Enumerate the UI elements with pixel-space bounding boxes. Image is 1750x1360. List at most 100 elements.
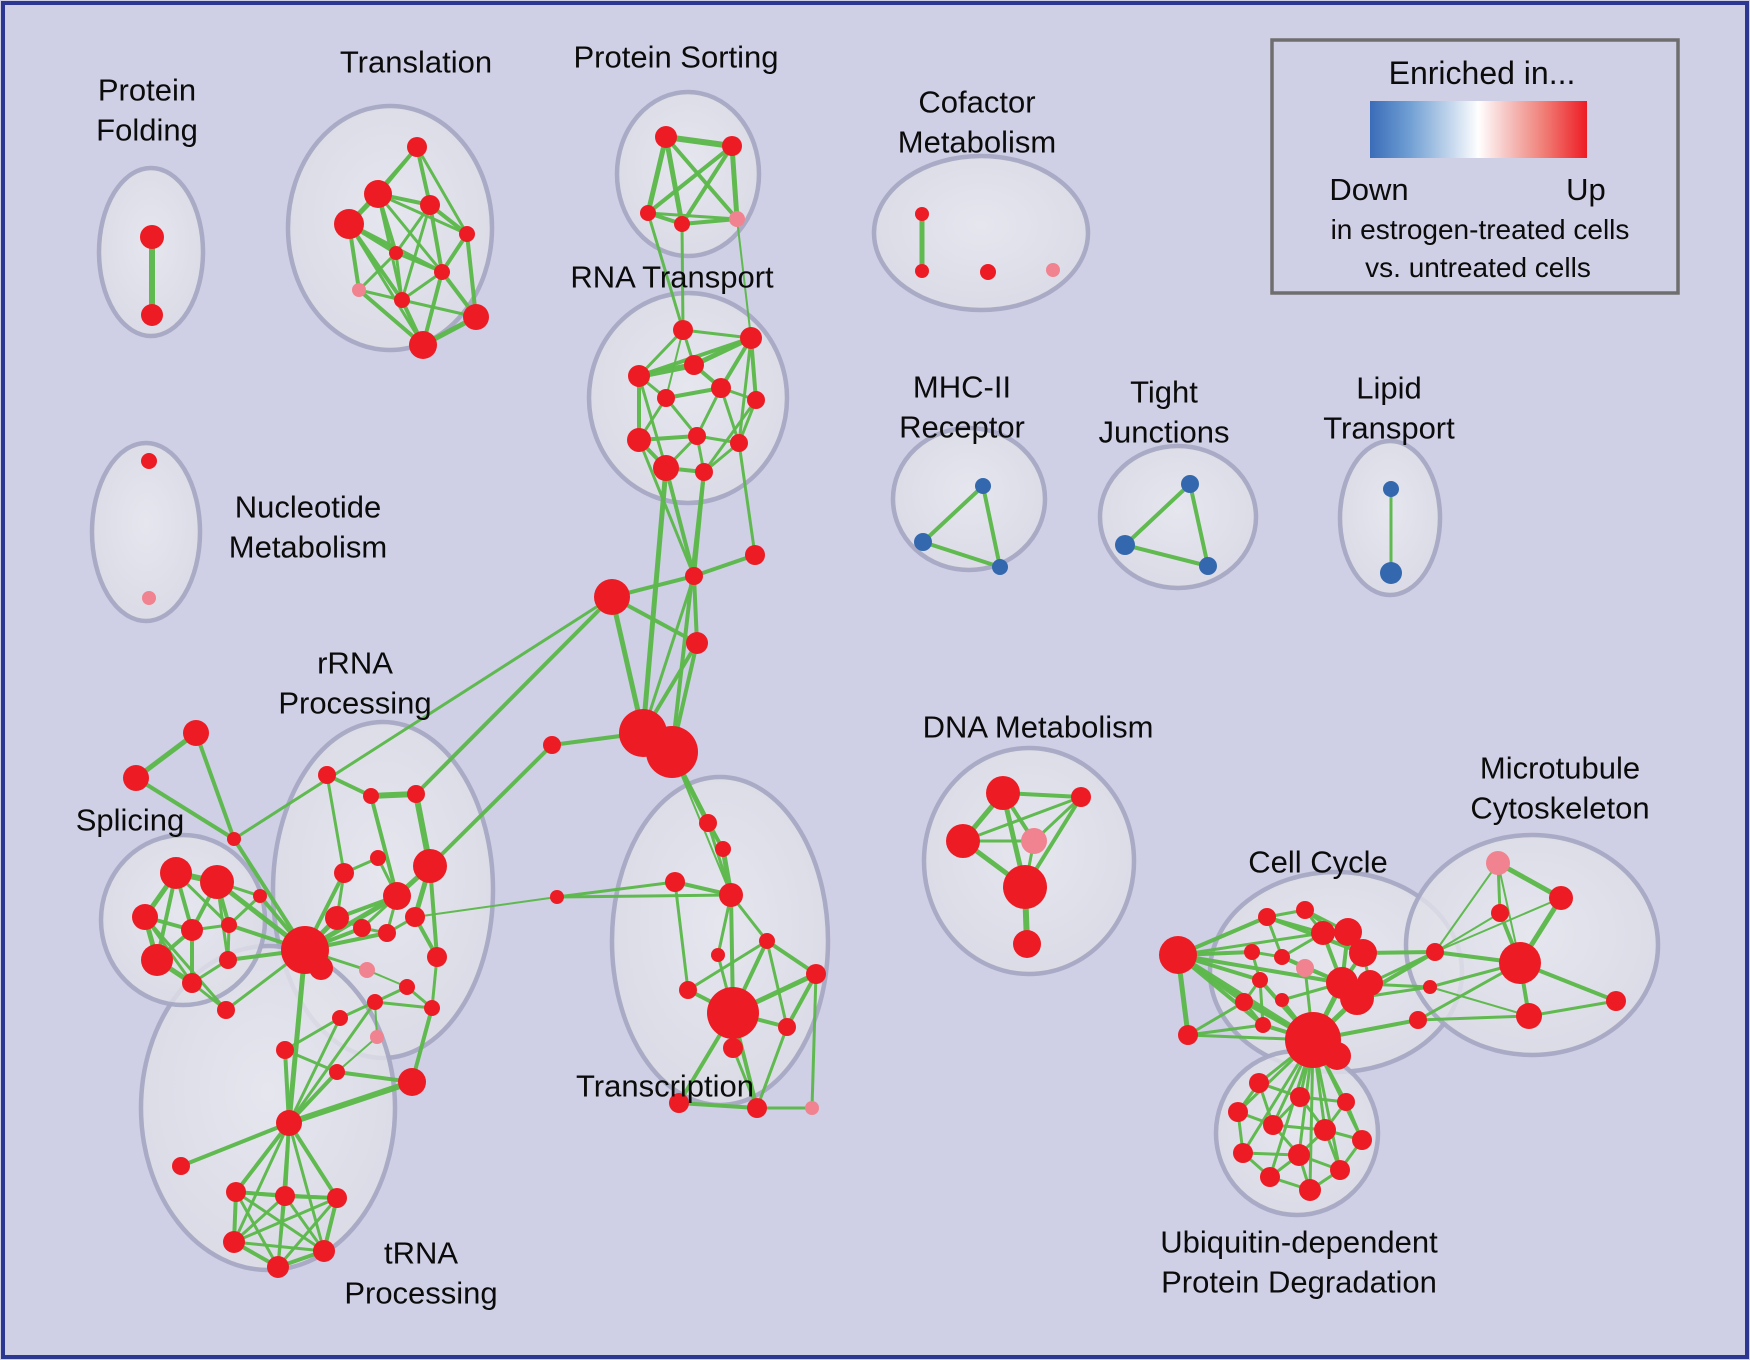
gene-set-node-S5 [221, 917, 237, 933]
edge-T3-T9 [400, 204, 432, 301]
gene-set-node-C2 [1178, 1025, 1198, 1045]
gene-set-node-MT1 [1486, 851, 1510, 875]
gene-set-node-T3 [420, 195, 440, 215]
gene-set-node-S6 [141, 944, 173, 976]
legend-subtitle-line1: in estrogen-treated cells [1331, 214, 1630, 245]
edge-MH2-MH3 [922, 540, 1001, 569]
gene-set-node-U5 [1263, 1115, 1283, 1135]
edge-PS3-PS5 [647, 211, 738, 221]
edge-CJ-MT1 [1434, 862, 1499, 953]
edge-RRn-TN1 [287, 1017, 342, 1124]
edge-T7-T9 [401, 270, 443, 302]
gene-set-node-RRi [427, 947, 447, 967]
gene-set-node-S8 [219, 951, 237, 969]
edge-TN5-TN6 [233, 1196, 338, 1244]
gene-set-node-T5 [459, 226, 475, 242]
cluster-label-protein-folding-line2: Folding [96, 113, 198, 148]
gene-set-node-RRg [378, 924, 396, 942]
cluster-label-rrna-processing-line1: rRNA [317, 646, 393, 681]
edge-RRh-TR5 [414, 896, 558, 918]
gene-set-node-RRd [383, 882, 411, 910]
gene-set-node-H2 [646, 726, 698, 778]
gene-set-node-RR3 [407, 785, 425, 803]
gene-set-node-PS5 [729, 211, 745, 227]
edge-RRl-RRm [374, 1000, 433, 1010]
gene-set-node-L1 [1383, 481, 1399, 497]
edge-C2-C12 [1187, 1000, 1245, 1037]
edge-PS3-RT1 [646, 212, 685, 331]
gene-set-node-RRn [332, 1010, 348, 1026]
legend: Enriched in... Down Up in estrogen-treat… [1270, 38, 1680, 295]
edge-TR4-TR5 [556, 893, 732, 899]
edge-ST1-ST3 [194, 732, 236, 840]
gene-set-node-C12 [1235, 993, 1253, 1011]
gene-set-node-T4 [334, 209, 364, 239]
edge-ST3-M3 [233, 595, 613, 841]
edge-TR13-TR14 [678, 1101, 758, 1110]
gene-set-node-RT10 [730, 434, 748, 452]
edge-M1-H1 [641, 575, 696, 734]
gene-set-node-C7 [1244, 944, 1260, 960]
cluster-ellipse-tight-junctions [1097, 443, 1259, 591]
cluster-label-rrna-processing-line2: Processing [278, 686, 431, 721]
edge-T4-T11 [347, 223, 425, 346]
edge-RRo-RRq [336, 1036, 378, 1073]
gene-set-node-MH2 [914, 533, 932, 551]
gene-set-node-TR6 [759, 933, 775, 949]
gene-set-node-S9 [253, 889, 267, 903]
gene-set-node-RRf [353, 919, 371, 937]
edge-RR2-RRd [369, 795, 399, 897]
gene-set-node-RR2 [363, 788, 379, 804]
gene-set-node-TR4 [719, 883, 743, 907]
edge-MT5-MT6 [1528, 999, 1617, 1018]
gene-set-node-TN7 [313, 1240, 335, 1262]
gene-set-node-RT6 [657, 389, 675, 407]
edge-PS2-PS3 [646, 144, 734, 215]
gene-set-node-D4 [1021, 828, 1047, 854]
gene-set-node-RT12 [695, 463, 713, 481]
gene-set-node-TJ3 [1199, 557, 1217, 575]
edge-T2-T7 [376, 193, 444, 273]
gene-set-node-TR13 [669, 1093, 689, 1113]
gene-set-node-RT7 [747, 391, 765, 409]
edge-TR12-TR14 [731, 1047, 759, 1109]
gene-set-node-S2 [200, 865, 234, 899]
gene-set-node-C8 [1274, 949, 1290, 965]
cluster-label-microtubule-cytoskeleton-line1: Microtubule [1480, 751, 1640, 786]
edge-SH-TN1 [286, 949, 308, 1124]
gene-set-node-N1 [141, 453, 157, 469]
gene-set-node-ST1 [183, 720, 209, 746]
cluster-label-nucleotide-metabolism-line1: Nucleotide [235, 490, 381, 525]
gene-set-node-D2 [1071, 787, 1091, 807]
gene-set-node-D5 [1003, 865, 1047, 909]
edge-CJ2-MT5 [1429, 986, 1530, 1017]
gene-set-node-PS4 [674, 216, 690, 232]
gene-set-node-TR14 [747, 1098, 767, 1118]
gene-set-node-D1 [986, 776, 1020, 810]
cluster-label-splicing-line1: Splicing [76, 803, 185, 838]
gene-set-node-RT8 [627, 428, 651, 452]
gene-set-node-TR10 [707, 987, 759, 1039]
gene-set-node-MH1 [975, 478, 991, 494]
gene-set-node-RR4 [370, 850, 386, 866]
gene-set-node-U3 [1337, 1093, 1355, 1111]
gene-set-node-T7 [434, 264, 450, 280]
cluster-label-ubiquitin-degradation-line1: Ubiquitin-dependent [1160, 1225, 1438, 1260]
gene-set-node-D6 [1013, 930, 1041, 958]
gene-set-node-M5 [543, 736, 561, 754]
edge-TR3-TR5 [556, 880, 676, 899]
gene-set-node-RRk [399, 979, 415, 995]
edge-C2-C14 [1187, 1023, 1264, 1037]
gene-set-node-TJ2 [1115, 535, 1135, 555]
gene-set-node-C5 [1311, 921, 1335, 945]
edge-TN4-TN8 [276, 1195, 287, 1268]
cluster-label-cofactor-metabolism-line1: Cofactor [918, 85, 1035, 120]
gene-set-node-CJ2 [1423, 980, 1437, 994]
gene-set-node-C11 [1349, 939, 1377, 967]
edge-TR6-TR9 [687, 939, 768, 992]
gene-set-node-ST2 [123, 765, 149, 791]
cluster-label-trna-processing-line1: tRNA [384, 1236, 458, 1271]
edge-PS1-PS2 [665, 134, 733, 149]
gene-set-node-TR15 [805, 1101, 819, 1115]
